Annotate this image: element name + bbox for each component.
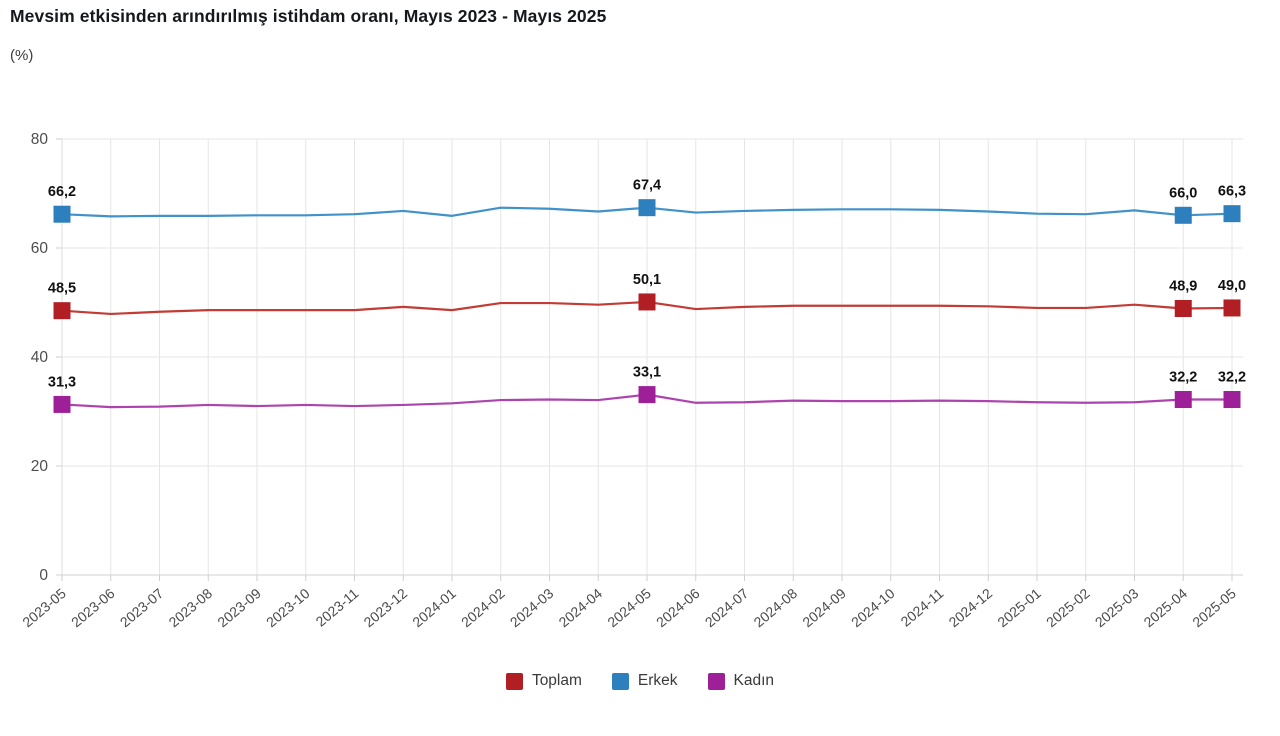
x-tick-label: 2024-02 xyxy=(458,585,508,630)
x-tick-label: 2025-04 xyxy=(1141,585,1191,630)
x-tick-label: 2023-06 xyxy=(68,585,118,630)
chart-title: Mevsim etkisinden arındırılmış istihdam … xyxy=(10,6,607,26)
series-marker-erkek[interactable] xyxy=(1174,206,1192,224)
chart-legend: Toplam Erkek Kadın xyxy=(0,672,1280,690)
series-marker-kadın[interactable] xyxy=(1174,391,1192,409)
x-tick-label: 2024-03 xyxy=(507,585,557,630)
legend-label: Toplam xyxy=(531,672,582,689)
x-tick-label: 2023-11 xyxy=(313,585,362,630)
data-label-erkek: 66,0 xyxy=(1169,185,1197,201)
x-tick-label: 2024-04 xyxy=(556,585,606,630)
y-tick-label: 60 xyxy=(31,240,49,257)
series-marker-erkek[interactable] xyxy=(638,199,656,217)
legend-swatch-icon xyxy=(611,672,629,690)
data-label-erkek: 66,3 xyxy=(1218,184,1246,200)
x-tick-label: 2023-07 xyxy=(117,585,167,630)
legend-label: Erkek xyxy=(637,672,678,689)
series-marker-kadın[interactable] xyxy=(1223,391,1241,409)
legend-swatch-icon xyxy=(505,672,523,690)
data-label-erkek: 67,4 xyxy=(633,178,661,194)
x-tick-label: 2025-01 xyxy=(994,585,1044,630)
data-label-kadın: 31,3 xyxy=(48,374,76,390)
x-tick-label: 2025-02 xyxy=(1043,585,1093,630)
y-tick-label: 20 xyxy=(31,458,49,475)
series-marker-erkek[interactable] xyxy=(53,205,71,223)
x-tick-label: 2023-10 xyxy=(263,585,313,630)
series-marker-toplam[interactable] xyxy=(1174,299,1192,317)
series-marker-kadın[interactable] xyxy=(53,395,71,413)
y-tick-label: 40 xyxy=(31,349,49,366)
legend-label: Kadın xyxy=(733,672,775,689)
x-tick-label: 2024-12 xyxy=(946,585,996,630)
x-tick-label: 2025-03 xyxy=(1092,585,1142,630)
series-marker-kadın[interactable] xyxy=(638,386,656,404)
x-tick-label: 2024-09 xyxy=(799,585,849,630)
x-tick-label: 2023-08 xyxy=(166,585,216,630)
series-marker-erkek[interactable] xyxy=(1223,205,1241,223)
x-tick-label: 2024-07 xyxy=(702,585,752,630)
chart-subtitle: (%) xyxy=(10,47,34,64)
y-tick-label: 80 xyxy=(31,131,49,148)
legend-item-toplam[interactable]: Toplam xyxy=(505,672,582,690)
series-marker-toplam[interactable] xyxy=(1223,299,1241,317)
data-label-toplam: 50,1 xyxy=(633,272,661,288)
legend-swatch-icon xyxy=(707,672,725,690)
x-tick-label: 2024-10 xyxy=(848,585,898,630)
series-marker-toplam[interactable] xyxy=(638,293,656,311)
x-tick-label: 2024-05 xyxy=(604,585,654,630)
legend-item-erkek[interactable]: Erkek xyxy=(611,672,678,690)
y-tick-label: 0 xyxy=(39,567,48,584)
legend-item-kadın[interactable]: Kadın xyxy=(707,672,775,690)
data-label-kadın: 32,2 xyxy=(1169,370,1197,386)
x-tick-label: 2023-09 xyxy=(214,585,264,630)
x-tick-label: 2023-12 xyxy=(361,585,411,630)
x-tick-label: 2023-05 xyxy=(19,585,69,630)
x-tick-label: 2024-08 xyxy=(751,585,801,630)
x-tick-label: 2024-01 xyxy=(409,585,459,630)
series-marker-toplam[interactable] xyxy=(53,302,71,320)
x-tick-label: 2024-06 xyxy=(653,585,703,630)
data-label-toplam: 48,9 xyxy=(1169,278,1197,294)
x-tick-label: 2024-11 xyxy=(898,585,947,630)
data-label-toplam: 49,0 xyxy=(1218,278,1246,294)
data-label-erkek: 66,2 xyxy=(48,184,76,200)
data-label-kadın: 33,1 xyxy=(633,365,661,381)
x-tick-label: 2025-05 xyxy=(1189,585,1239,630)
data-label-toplam: 48,5 xyxy=(48,281,76,297)
data-label-kadın: 32,2 xyxy=(1218,370,1246,386)
